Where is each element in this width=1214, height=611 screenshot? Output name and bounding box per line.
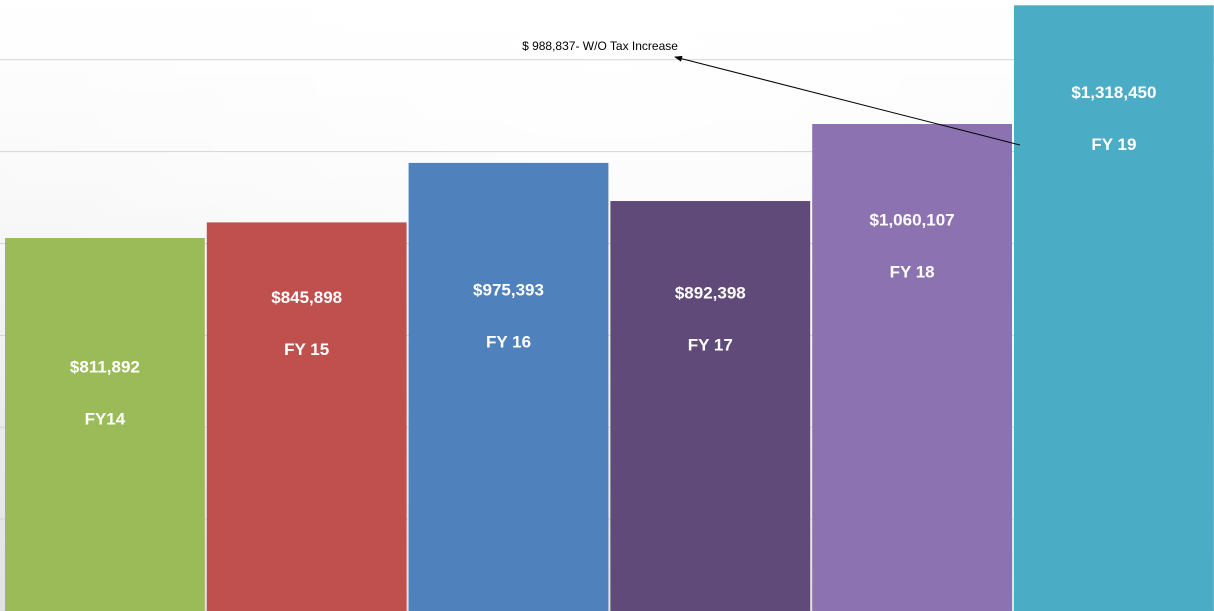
category-label: FY 18	[890, 262, 935, 281]
category-label: FY 15	[284, 340, 329, 359]
bar	[206, 222, 407, 611]
category-label: FY14	[85, 410, 126, 429]
value-label: $975,393	[473, 280, 544, 299]
annotation-arrow	[674, 55, 1021, 146]
bar	[1014, 5, 1214, 611]
annotation: $ 988,837- W/O Tax Increase	[522, 39, 678, 53]
value-label: $1,060,107	[870, 210, 955, 229]
category-label: FY 16	[486, 332, 531, 351]
bar	[610, 201, 811, 611]
value-label: $845,898	[271, 288, 342, 307]
value-label: $1,318,450	[1071, 83, 1156, 102]
bar	[408, 162, 609, 611]
category-label: FY 17	[688, 336, 733, 355]
value-label: $811,892	[70, 358, 140, 377]
bar	[812, 123, 1012, 611]
category-label: FY 19	[1091, 135, 1136, 154]
bars: $811,892 FY14 $845,898 FY 15 $975,393 FY 16 $8…	[5, 5, 1214, 611]
value-label: $892,398	[675, 284, 746, 303]
bar	[5, 238, 205, 611]
